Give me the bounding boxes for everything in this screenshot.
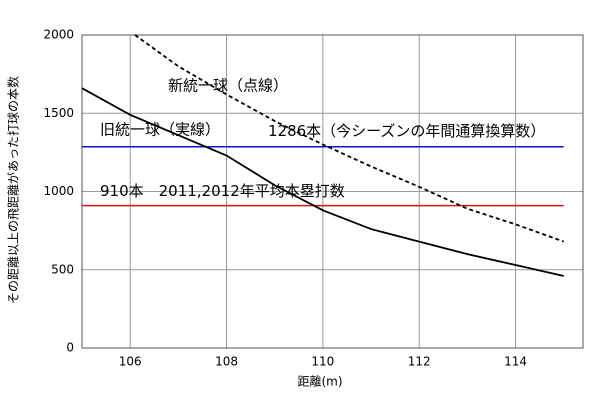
series-label: 新統一球（点線） bbox=[168, 77, 288, 95]
y-axis-label: その距離以上の飛距離があった打球の本数 bbox=[6, 76, 21, 304]
x-tick-label: 108 bbox=[215, 355, 238, 369]
reference-label: 910本 2011,2012年平均本塁打数 bbox=[100, 182, 345, 200]
y-tick-label: 0 bbox=[66, 341, 74, 355]
y-tick-label: 1500 bbox=[43, 106, 74, 120]
x-tick-label: 114 bbox=[504, 355, 527, 369]
x-tick-label: 106 bbox=[119, 355, 142, 369]
data-line bbox=[134, 34, 565, 243]
y-tick-label: 2000 bbox=[43, 28, 74, 42]
y-tick-label: 500 bbox=[51, 262, 74, 276]
plot-frame bbox=[81, 34, 584, 349]
x-tick-label: 112 bbox=[408, 355, 431, 369]
x-axis-label: 距離(m) bbox=[297, 375, 342, 389]
data-line bbox=[81, 87, 564, 277]
y-tick-label: 1000 bbox=[43, 184, 74, 198]
x-tick-label: 110 bbox=[311, 355, 334, 369]
series-label: 旧統一球（実線） bbox=[100, 121, 220, 139]
reference-label: 1286本（今シーズンの年間通算換算数） bbox=[268, 122, 545, 140]
